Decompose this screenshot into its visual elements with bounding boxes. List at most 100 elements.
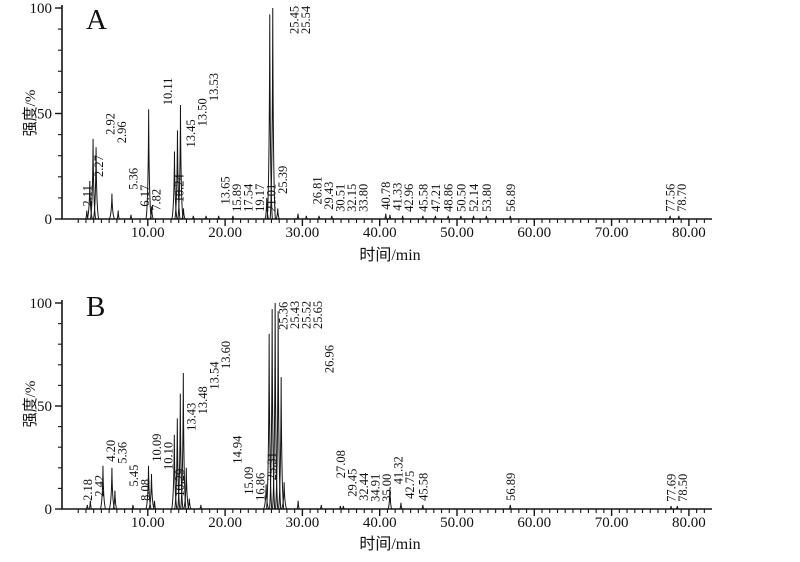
peak-label: 5.36 bbox=[115, 442, 129, 464]
chromatogram-peak bbox=[317, 215, 321, 220]
chromatogram-peak bbox=[129, 214, 133, 220]
chromatogram-peak bbox=[149, 206, 154, 220]
peak-label: 10.11 bbox=[161, 78, 175, 106]
peak-label: 25.45 bbox=[287, 6, 301, 34]
x-tick-label: 40.00 bbox=[363, 515, 397, 531]
peak-label: 77.56 bbox=[664, 184, 678, 212]
chromatogram-peak bbox=[677, 215, 681, 220]
peak-label: 15.89 bbox=[230, 184, 244, 212]
chromatogram-peak bbox=[131, 504, 135, 510]
peak-label: 6.17 bbox=[138, 185, 152, 207]
panel-a-letter: A bbox=[86, 4, 107, 36]
peak-label: 13.53 bbox=[207, 73, 221, 101]
chromatogram-peak bbox=[484, 215, 488, 220]
x-tick-label: 40.00 bbox=[363, 225, 397, 241]
chromatogram-peak bbox=[401, 215, 405, 220]
peak-label: 21.01 bbox=[264, 184, 278, 212]
chromatogram-peak bbox=[384, 213, 388, 220]
x-tick-label: 10.00 bbox=[131, 515, 165, 531]
chromatogram-peak bbox=[145, 109, 152, 220]
peak-label: 25.54 bbox=[299, 5, 313, 34]
peak-label: 4.20 bbox=[104, 440, 118, 462]
peak-label: 78.50 bbox=[676, 474, 690, 502]
chromatogram-peak bbox=[675, 505, 679, 510]
chromatogram-peak bbox=[183, 467, 190, 510]
chromatogram-peak bbox=[304, 215, 308, 220]
chromatogram-peak bbox=[668, 215, 672, 220]
peak-label: 2.96 bbox=[115, 121, 129, 143]
x-tick-label: 20.00 bbox=[208, 225, 242, 241]
peak-label: 42.75 bbox=[403, 471, 417, 499]
chromatogram-peak bbox=[388, 214, 392, 220]
chromatogram-peak bbox=[263, 484, 270, 510]
peak-label: 29.45 bbox=[345, 469, 359, 497]
panel-A: 10.00 20.00 30.00 40.00 50.00 60.00 70.00 80.00… bbox=[30, 1, 712, 241]
y-tick-label: 100 bbox=[30, 1, 53, 17]
chromatogram-peak bbox=[508, 215, 512, 220]
chromatogram-peak bbox=[148, 473, 155, 510]
peak-label: 13.54 bbox=[207, 361, 221, 390]
peak-label: 35.00 bbox=[380, 474, 394, 502]
chromatogram-peak bbox=[92, 147, 100, 220]
peak-label: 10.29 bbox=[173, 469, 187, 497]
chromatogram-peak bbox=[181, 208, 186, 220]
peak-label: 56.89 bbox=[504, 184, 518, 212]
chromatogram-peak bbox=[296, 500, 300, 510]
peak-label: 41.32 bbox=[391, 456, 405, 484]
chromatogram-peak bbox=[217, 215, 221, 220]
peak-label: 26.96 bbox=[322, 345, 336, 373]
x-tick-label: 50.00 bbox=[440, 225, 474, 241]
peak-label: 32.44 bbox=[357, 472, 371, 501]
peak-label: 8.08 bbox=[138, 479, 152, 501]
x-tick-label: 70.00 bbox=[595, 515, 629, 531]
chromatogram-peak bbox=[421, 504, 425, 510]
panel-b-letter: B bbox=[86, 291, 106, 323]
chromatogram-peak bbox=[88, 500, 92, 510]
chromatogram-peak bbox=[231, 215, 235, 220]
y-tick-label: 0 bbox=[45, 212, 53, 228]
x-tick-label: 10.00 bbox=[131, 225, 165, 241]
peak-label: 7.82 bbox=[149, 189, 163, 211]
chromatogram-peak bbox=[275, 208, 280, 220]
x-tick-label: 80.00 bbox=[672, 225, 706, 241]
peak-label: 45.58 bbox=[416, 184, 430, 212]
x-tick-label: 50.00 bbox=[440, 515, 474, 531]
peak-label: 50.50 bbox=[454, 184, 468, 212]
peak-label: 52.14 bbox=[467, 183, 481, 212]
peak-label: 10.24 bbox=[172, 173, 186, 202]
x-tick-label: 30.00 bbox=[286, 225, 320, 241]
peak-label: 10.10 bbox=[161, 442, 175, 470]
peak-label: 13.48 bbox=[196, 386, 210, 414]
peak-label: 13.50 bbox=[195, 98, 209, 126]
chromatogram-peak bbox=[669, 505, 673, 510]
chromatogram-peak bbox=[446, 215, 450, 220]
peak-label: 29.43 bbox=[322, 182, 336, 210]
panel-b-x-axis-title: 时间/min bbox=[359, 536, 421, 553]
peak-label: 77.69 bbox=[665, 474, 679, 502]
panel-a-y-axis-title: 强度/% bbox=[23, 89, 39, 137]
chromatogram-peak bbox=[152, 500, 157, 510]
peak-label: 2.92 bbox=[103, 113, 117, 135]
peak-label: 5.36 bbox=[126, 168, 140, 190]
peak-label: 13.65 bbox=[218, 176, 232, 204]
chromatogram-peak bbox=[508, 504, 512, 510]
chromatogram-peak bbox=[387, 488, 393, 510]
peak-label: 33.80 bbox=[356, 184, 370, 212]
peak-label: 2.42 bbox=[92, 475, 106, 497]
peak-label: 25.52 bbox=[299, 301, 313, 329]
chromatogram-peak bbox=[399, 502, 403, 510]
peak-label: 25.43 bbox=[288, 301, 302, 329]
y-tick-label: 50 bbox=[37, 107, 52, 123]
peak-label: 32.15 bbox=[345, 184, 359, 212]
chromatogram-peak bbox=[199, 504, 203, 510]
peak-label: 2.18 bbox=[81, 479, 95, 501]
peak-label: 53.80 bbox=[480, 184, 494, 212]
chromatogram-peak bbox=[108, 467, 116, 510]
peak-label: 45.58 bbox=[416, 473, 430, 501]
peak-label: 27.08 bbox=[334, 450, 348, 478]
x-tick-label: 80.00 bbox=[672, 515, 706, 531]
chromatogram-peak bbox=[108, 193, 115, 220]
y-tick-label: 100 bbox=[30, 296, 53, 312]
